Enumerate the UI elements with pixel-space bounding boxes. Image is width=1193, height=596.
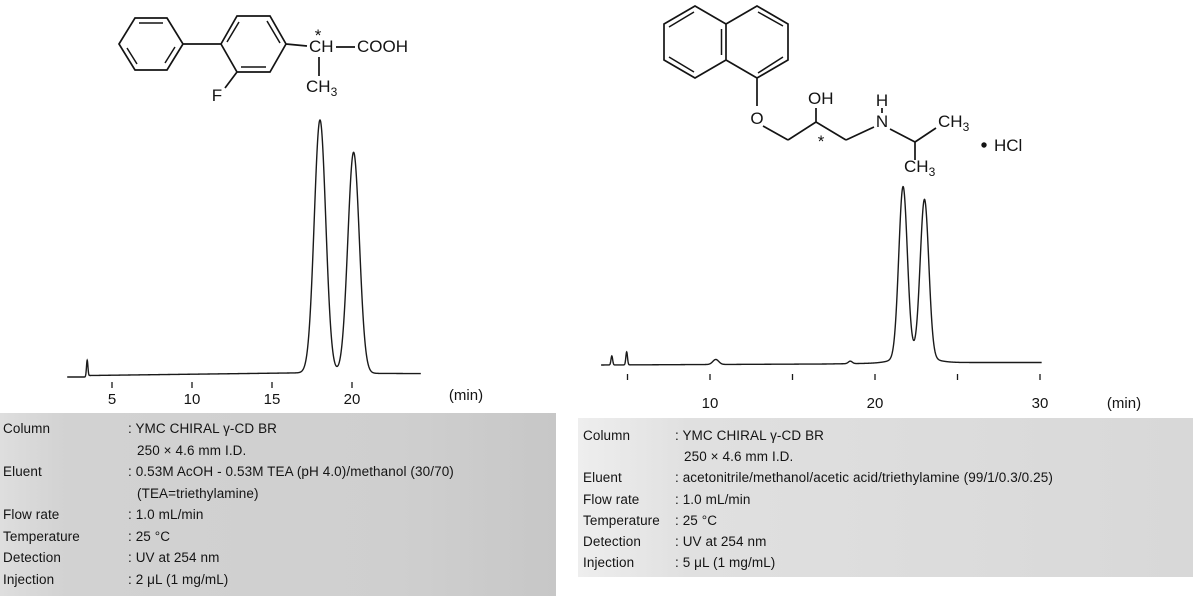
hcl-dot <box>981 142 987 148</box>
axis-tick-label: 10 <box>702 395 719 412</box>
condition-value: : 5 μL (1 mg/mL) <box>675 555 776 571</box>
axis-tick-label: 10 <box>184 391 201 408</box>
conditions-table-right: Column : YMC CHIRAL γ-CD BR 250 × 4.6 mm… <box>578 418 1193 573</box>
condition-label <box>3 483 128 505</box>
condition-value: 250 × 4.6 mm I.D. <box>684 449 794 465</box>
condition-label: Injection <box>583 555 635 571</box>
methyl-lower-label: CH3 <box>904 157 936 179</box>
chromatogram-trace <box>601 185 1042 366</box>
condition-value: (TEA=triethylamine) <box>137 485 259 501</box>
condition-label: Flow rate <box>583 491 640 507</box>
condition-label: Column <box>3 421 51 436</box>
condition-value: : 1.0 mL/min <box>675 491 751 507</box>
conditions-panel-right: Column : YMC CHIRAL γ-CD BR 250 × 4.6 mm… <box>578 418 1193 577</box>
ch-label: CH <box>309 37 334 56</box>
chromatogram-trace <box>67 119 421 378</box>
condition-value: : 1.0 mL/min <box>128 507 204 522</box>
condition-label: Detection <box>583 534 641 550</box>
propranolol-structure: O OH * H N CH3 CH3 HCl <box>663 5 1022 179</box>
methyl-label: CH3 <box>306 77 338 99</box>
condition-label: Flow rate <box>3 507 60 522</box>
cooh-label: COOH <box>357 37 408 56</box>
ether-oxygen-label: O <box>750 109 763 128</box>
condition-value: : 25 °C <box>675 512 718 528</box>
axis-unit-label: (min) <box>449 387 483 404</box>
stereocenter-asterisk: * <box>315 26 322 45</box>
condition-value: : YMC CHIRAL γ-CD BR <box>675 428 825 443</box>
axis-tick-label: 15 <box>264 391 281 408</box>
axis-tick-label: 5 <box>108 391 116 408</box>
fluorine-label: F <box>212 86 222 105</box>
condition-label: Temperature <box>3 528 80 544</box>
condition-value: : 25 °C <box>128 528 171 544</box>
condition-value: : UV at 254 nm <box>675 534 767 550</box>
chromatogram-flurbiprofen: 5 10 15 20 (min) <box>67 119 483 408</box>
flurbiprofen-double-bonds <box>126 20 281 68</box>
condition-value: : acetonitrile/methanol/acetic acid/trie… <box>675 470 1053 486</box>
condition-label <box>583 446 675 467</box>
amine-h-label: H <box>876 91 888 110</box>
axis-tick-label: 30 <box>1032 395 1049 412</box>
condition-value: : UV at 254 nm <box>128 550 220 565</box>
condition-value: : YMC CHIRAL γ-CD BR <box>128 421 278 436</box>
condition-value: : 2 μL (1 mg/mL) <box>128 571 229 587</box>
condition-label: Column <box>583 428 631 443</box>
condition-label <box>3 440 128 462</box>
axis-tick-label: 20 <box>867 395 884 412</box>
conditions-panel-left: Column : YMC CHIRAL γ-CD BR 250 × 4.6 mm… <box>0 413 556 596</box>
condition-value: : 0.53M AcOH - 0.53M TEA (pH 4.0)/methan… <box>128 464 454 479</box>
hydroxyl-label: OH <box>808 89 834 108</box>
flurbiprofen-structure: F * CH COOH CH3 <box>118 15 408 105</box>
condition-label: Temperature <box>583 512 660 528</box>
condition-label: Eluent <box>583 470 622 486</box>
chromatogram-propranolol: 10 20 30 (min) <box>601 185 1141 412</box>
axis-tick-label: 20 <box>344 391 361 408</box>
condition-label: Eluent <box>3 464 42 479</box>
condition-label: Injection <box>3 571 55 587</box>
hcl-label: HCl <box>994 136 1022 155</box>
condition-value: 250 × 4.6 mm I.D. <box>137 442 247 458</box>
methyl-upper-label: CH3 <box>938 112 970 134</box>
condition-label: Detection <box>3 550 61 565</box>
stereocenter-asterisk: * <box>818 132 825 151</box>
flurbiprofen-bonds <box>118 15 355 89</box>
propranolol-double-bonds <box>668 11 784 74</box>
conditions-table-left: Column : YMC CHIRAL γ-CD BR 250 × 4.6 mm… <box>0 413 556 590</box>
amine-n-label: N <box>876 112 888 131</box>
axis-unit-label: (min) <box>1107 395 1141 412</box>
propranolol-bonds <box>663 5 937 160</box>
